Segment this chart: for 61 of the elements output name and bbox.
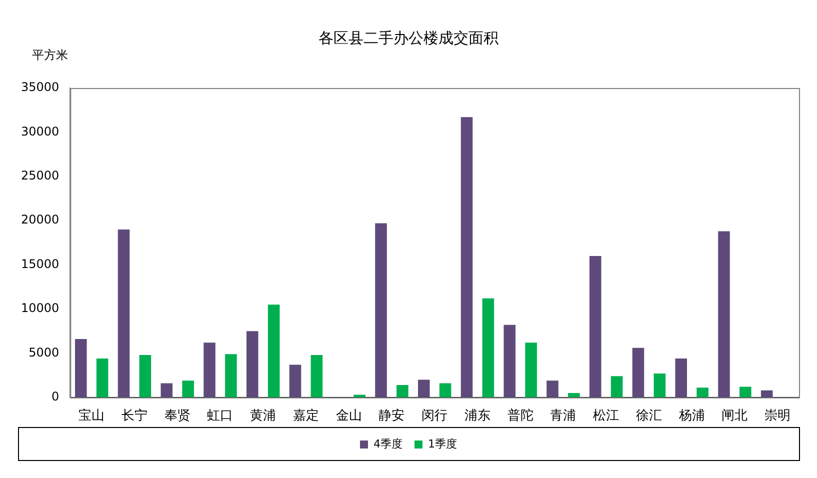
- x-tick-label: 杨浦: [678, 408, 705, 424]
- bar: [375, 223, 387, 398]
- x-tick-label: 嘉定: [292, 408, 319, 424]
- bar: [354, 394, 366, 398]
- bar: [182, 380, 194, 398]
- chart-title: 各区县二手办公楼成交面积: [318, 28, 498, 47]
- x-tick-label: 崇明: [764, 408, 791, 424]
- y-tick-label: 20000: [20, 212, 60, 227]
- bar: [160, 383, 173, 398]
- bar: [246, 331, 258, 398]
- bar: [418, 380, 430, 398]
- bar: [139, 354, 152, 398]
- bar: [740, 386, 752, 398]
- bar: [225, 354, 237, 398]
- y-tick-label: 15000: [20, 256, 60, 271]
- x-tick-label: 徐汇: [636, 408, 662, 424]
- x-tick-label: 浦东: [464, 408, 490, 424]
- bar: [504, 324, 516, 398]
- y-tick-label: 35000: [20, 80, 60, 94]
- x-tick-label: 青浦: [550, 408, 576, 424]
- x-tick-label: 宝山: [78, 408, 105, 424]
- x-tick-label: 奉贤: [164, 408, 190, 424]
- y-tick-label: 30000: [20, 124, 60, 138]
- y-tick-label: 10000: [20, 301, 60, 316]
- bar: [589, 256, 602, 398]
- bar: [760, 390, 773, 398]
- x-tick-label: 虹口: [207, 408, 234, 424]
- bar: [289, 364, 302, 398]
- bar: [482, 298, 494, 398]
- y-tick-label: 25000: [20, 168, 60, 183]
- bar: [396, 385, 408, 398]
- bar: [74, 339, 87, 398]
- bar: [439, 383, 452, 398]
- y-tick-label: 0: [52, 390, 60, 404]
- bar: [118, 229, 130, 398]
- x-tick-label: 闵行: [422, 408, 448, 424]
- bar: [675, 358, 687, 398]
- x-tick-label: 长宁: [121, 408, 148, 424]
- bar: [654, 374, 666, 398]
- bar: [525, 342, 537, 398]
- bar: [268, 304, 280, 398]
- bar: [610, 376, 623, 398]
- legend-label: 4季度: [374, 437, 402, 450]
- x-tick-label: 静安: [378, 408, 405, 424]
- x-tick-label: 黄浦: [250, 408, 276, 424]
- bar: [696, 388, 708, 398]
- bar: [546, 380, 558, 398]
- y-tick-label: 5000: [28, 345, 60, 360]
- bar: [632, 348, 644, 398]
- bar: [460, 117, 473, 398]
- x-tick-label: 闸北: [722, 408, 748, 424]
- bar: [96, 358, 108, 398]
- bar: [568, 392, 580, 398]
- bar: [310, 354, 323, 398]
- x-tick-label: 松江: [593, 408, 620, 424]
- legend-label: 1季度: [428, 437, 457, 450]
- bar: [718, 231, 730, 398]
- y-axis-title: 平方米: [32, 48, 68, 62]
- x-tick-label: 金山: [336, 408, 362, 424]
- x-tick-label: 普陀: [507, 408, 534, 424]
- bar: [204, 342, 216, 398]
